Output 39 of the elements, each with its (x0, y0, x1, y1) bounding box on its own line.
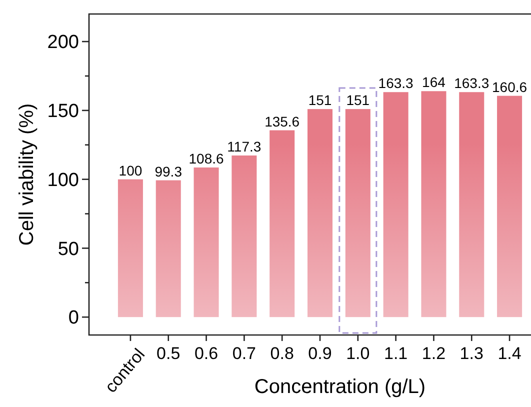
x-axis-title: Concentration (g/L) (254, 376, 426, 398)
bar (345, 109, 370, 318)
x-tick-label: 0.6 (194, 344, 218, 363)
bar (459, 92, 484, 318)
data-label: 135.6 (264, 113, 300, 130)
data-label: 151 (346, 92, 370, 108)
bar (270, 130, 295, 318)
data-label: 163.3 (378, 75, 414, 92)
data-label: 151 (308, 92, 332, 108)
bar (232, 155, 257, 318)
bar (194, 167, 219, 318)
bar (497, 96, 522, 318)
x-tick-label: 0.8 (270, 344, 294, 363)
bar (383, 92, 408, 318)
x-tick-label: 1.2 (422, 344, 446, 363)
y-axis-title: Cell viability (%) (16, 103, 38, 246)
data-label: 117.3 (227, 138, 262, 154)
x-tick-label: 0.9 (308, 344, 332, 363)
data-label: 164 (422, 74, 446, 90)
x-tick-label: 1.4 (498, 344, 522, 363)
bar (307, 109, 333, 318)
bar (421, 91, 446, 318)
data-label: 108.6 (188, 150, 224, 166)
x-tick-label: 0.5 (156, 344, 180, 363)
x-tick-label: 1.1 (384, 344, 408, 363)
data-label: 99.3 (154, 163, 182, 180)
y-tick-label: 200 (47, 32, 79, 54)
x-tick-label: 1.3 (460, 344, 484, 363)
bar (118, 179, 143, 318)
data-label: 160.6 (492, 78, 528, 95)
bar (156, 180, 181, 318)
x-tick-label: 1.0 (346, 344, 370, 363)
y-tick-label: 150 (47, 101, 79, 122)
x-tick-label: 0.7 (232, 344, 256, 363)
y-tick-label: 100 (47, 170, 79, 191)
data-label: 100 (118, 162, 142, 178)
y-tick-label: 50 (58, 238, 79, 260)
y-tick-label: 0 (68, 308, 79, 329)
data-label: 163.3 (454, 75, 490, 92)
